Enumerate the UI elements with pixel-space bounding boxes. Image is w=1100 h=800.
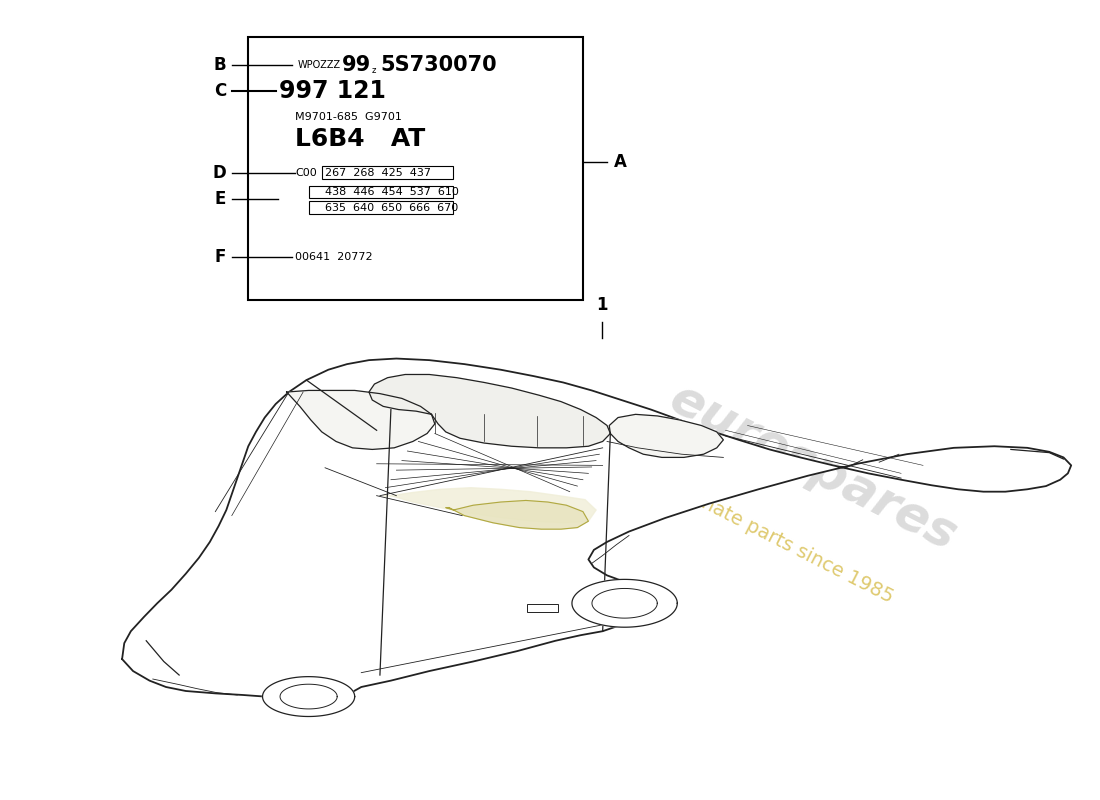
Text: z: z (371, 66, 375, 75)
Bar (527, 604, 558, 612)
Text: 997 121: 997 121 (279, 78, 386, 102)
Polygon shape (263, 677, 354, 717)
Text: passionate parts since 1985: passionate parts since 1985 (642, 465, 896, 606)
Text: eurospares: eurospares (662, 374, 965, 561)
Text: 438  446  454  537  610: 438 446 454 537 610 (326, 187, 459, 197)
Polygon shape (446, 501, 588, 529)
Bar (322, 166, 453, 179)
Text: B: B (213, 56, 227, 74)
Text: 99: 99 (341, 55, 371, 75)
Polygon shape (572, 579, 678, 627)
Text: F: F (214, 247, 227, 266)
Text: C: C (214, 82, 227, 100)
Text: A: A (614, 154, 627, 171)
Polygon shape (122, 358, 1071, 705)
Bar (309, 202, 453, 214)
Text: 5S730070: 5S730070 (379, 55, 496, 75)
Polygon shape (383, 488, 596, 522)
Text: 267  268  425  437: 267 268 425 437 (326, 168, 431, 178)
Text: D: D (212, 164, 227, 182)
Bar (309, 186, 453, 198)
Polygon shape (609, 414, 724, 458)
Text: L6B4   AT: L6B4 AT (296, 126, 426, 150)
Text: WPOZZZ: WPOZZZ (298, 60, 341, 70)
Text: C00: C00 (296, 168, 317, 178)
Polygon shape (368, 374, 610, 448)
Text: E: E (214, 190, 227, 208)
Polygon shape (287, 390, 434, 450)
Bar (249, 38, 583, 300)
Text: 1: 1 (596, 296, 607, 314)
Text: 635  640  650  666  670: 635 640 650 666 670 (326, 203, 459, 213)
Text: M9701-685  G9701: M9701-685 G9701 (296, 112, 403, 122)
Text: 00641  20772: 00641 20772 (296, 251, 373, 262)
